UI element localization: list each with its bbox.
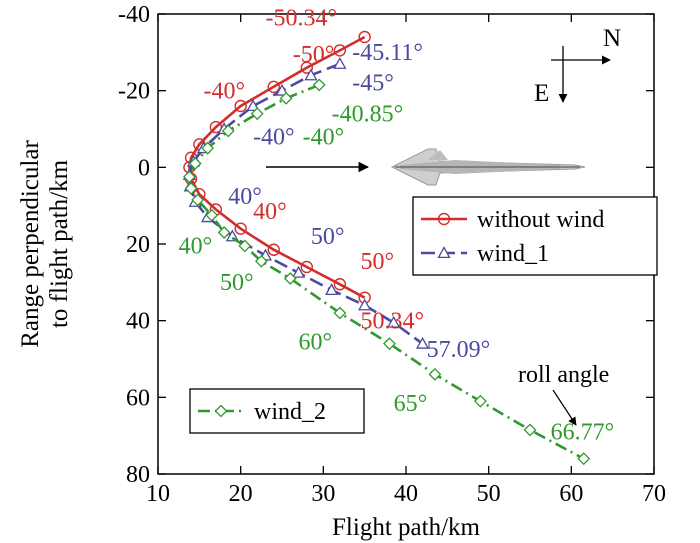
y-tick-label: -20 — [118, 79, 150, 105]
aircraft-icon — [390, 148, 586, 186]
x-tick-label: 50 — [477, 481, 501, 507]
data-point — [191, 193, 205, 207]
angle-label: 40° — [253, 199, 287, 225]
angle-label: 50° — [220, 270, 254, 296]
x-axis-ticks: 10 20 30 40 50 60 70 — [146, 14, 666, 507]
x-tick-label: 30 — [311, 481, 335, 507]
x-tick-label: 70 — [642, 481, 666, 507]
legend-label: wind_1 — [477, 241, 549, 267]
angle-label: 50.34° — [361, 308, 425, 334]
data-point — [254, 254, 268, 268]
roll-angle-note: roll angle — [518, 362, 609, 388]
data-point — [221, 124, 235, 138]
angle-labels: -50.34°-50°-40°-45.11°-45°-40.85°-40° -40… — [179, 6, 615, 446]
roll-angle-pointer — [552, 389, 577, 426]
angle-label: -40° — [203, 78, 245, 104]
angle-label: 50° — [311, 224, 345, 250]
data-point — [234, 222, 247, 235]
data-point — [415, 336, 430, 349]
data-point — [209, 120, 223, 134]
angle-label: -50.34° — [265, 6, 337, 32]
compass-north-label: N — [603, 25, 621, 52]
angle-label: 65° — [394, 391, 428, 417]
legend: without wind wind_1 — [412, 196, 658, 276]
data-point — [291, 265, 306, 278]
x-tick-label: 60 — [559, 481, 583, 507]
data-point — [267, 80, 280, 94]
x-tick-label: 20 — [229, 481, 253, 507]
series-layer — [182, 30, 591, 466]
data-point — [300, 260, 313, 274]
legend-marker — [437, 212, 451, 226]
legend-wind2: wind_2 — [189, 388, 365, 434]
angle-label: -40.85° — [332, 101, 404, 127]
y-tick-label: 20 — [126, 232, 150, 258]
data-point — [275, 83, 289, 96]
data-point — [358, 298, 372, 311]
angle-label: 40° — [228, 184, 262, 210]
angle-label: 57.09° — [427, 337, 491, 363]
compass-icon: N E — [534, 25, 621, 107]
data-point — [234, 99, 247, 113]
angle-label: 50° — [361, 249, 395, 275]
data-point — [473, 394, 487, 408]
data-point — [238, 239, 252, 253]
data-point — [217, 226, 231, 239]
angle-label: -50° — [293, 42, 335, 68]
legend-label: without wind — [477, 207, 604, 233]
y-tick-label: 40 — [126, 309, 150, 335]
x-tick-label: 40 — [394, 481, 418, 507]
x-axis-title: Flight path/km — [332, 514, 480, 541]
data-point — [304, 68, 318, 81]
data-point — [300, 61, 313, 74]
y-tick-label: 80 — [126, 462, 150, 488]
y-tick-label: 60 — [126, 385, 150, 411]
data-point — [333, 56, 347, 69]
data-point — [201, 141, 215, 155]
y-axis-title-line2: to flight path/km — [46, 159, 73, 328]
legend-marker — [437, 246, 451, 259]
data-point — [312, 78, 326, 92]
data-point — [428, 367, 442, 381]
angle-label: -45.11° — [352, 40, 423, 66]
y-tick-label: 0 — [138, 155, 150, 181]
legend-label: wind_2 — [254, 399, 326, 425]
data-point — [184, 181, 198, 195]
data-point — [279, 91, 293, 105]
data-point — [246, 99, 260, 112]
y-axis-title-line1: Range perpendicular — [17, 140, 44, 348]
series-line — [188, 62, 424, 345]
data-point — [205, 208, 219, 222]
data-point — [333, 44, 347, 57]
data-point — [333, 306, 347, 320]
angle-label: 66.77° — [551, 420, 615, 446]
angle-label: -45° — [352, 71, 394, 97]
data-point — [188, 157, 202, 170]
data-point — [324, 283, 339, 296]
x-tick-label: 10 — [146, 481, 170, 507]
data-point — [333, 278, 347, 291]
angle-label: -40° — [253, 124, 295, 150]
data-point — [267, 243, 280, 256]
series-wind_2 — [182, 78, 591, 466]
angle-label: 60° — [299, 329, 333, 355]
data-point — [383, 337, 396, 351]
data-point — [283, 272, 297, 285]
data-point — [386, 315, 401, 328]
data-point — [577, 452, 591, 466]
legend-marker — [214, 404, 228, 418]
compass-east-label: E — [534, 80, 549, 107]
data-point — [523, 423, 537, 437]
data-point — [358, 30, 371, 44]
data-point — [250, 107, 264, 121]
y-tick-label: -40 — [118, 2, 150, 28]
data-point — [182, 170, 196, 184]
y-axis-ticks: -40 -20 0 20 40 60 80 — [118, 2, 654, 488]
angle-label: 40° — [179, 234, 213, 260]
angle-label: -40° — [303, 124, 345, 150]
series-line — [188, 35, 366, 299]
